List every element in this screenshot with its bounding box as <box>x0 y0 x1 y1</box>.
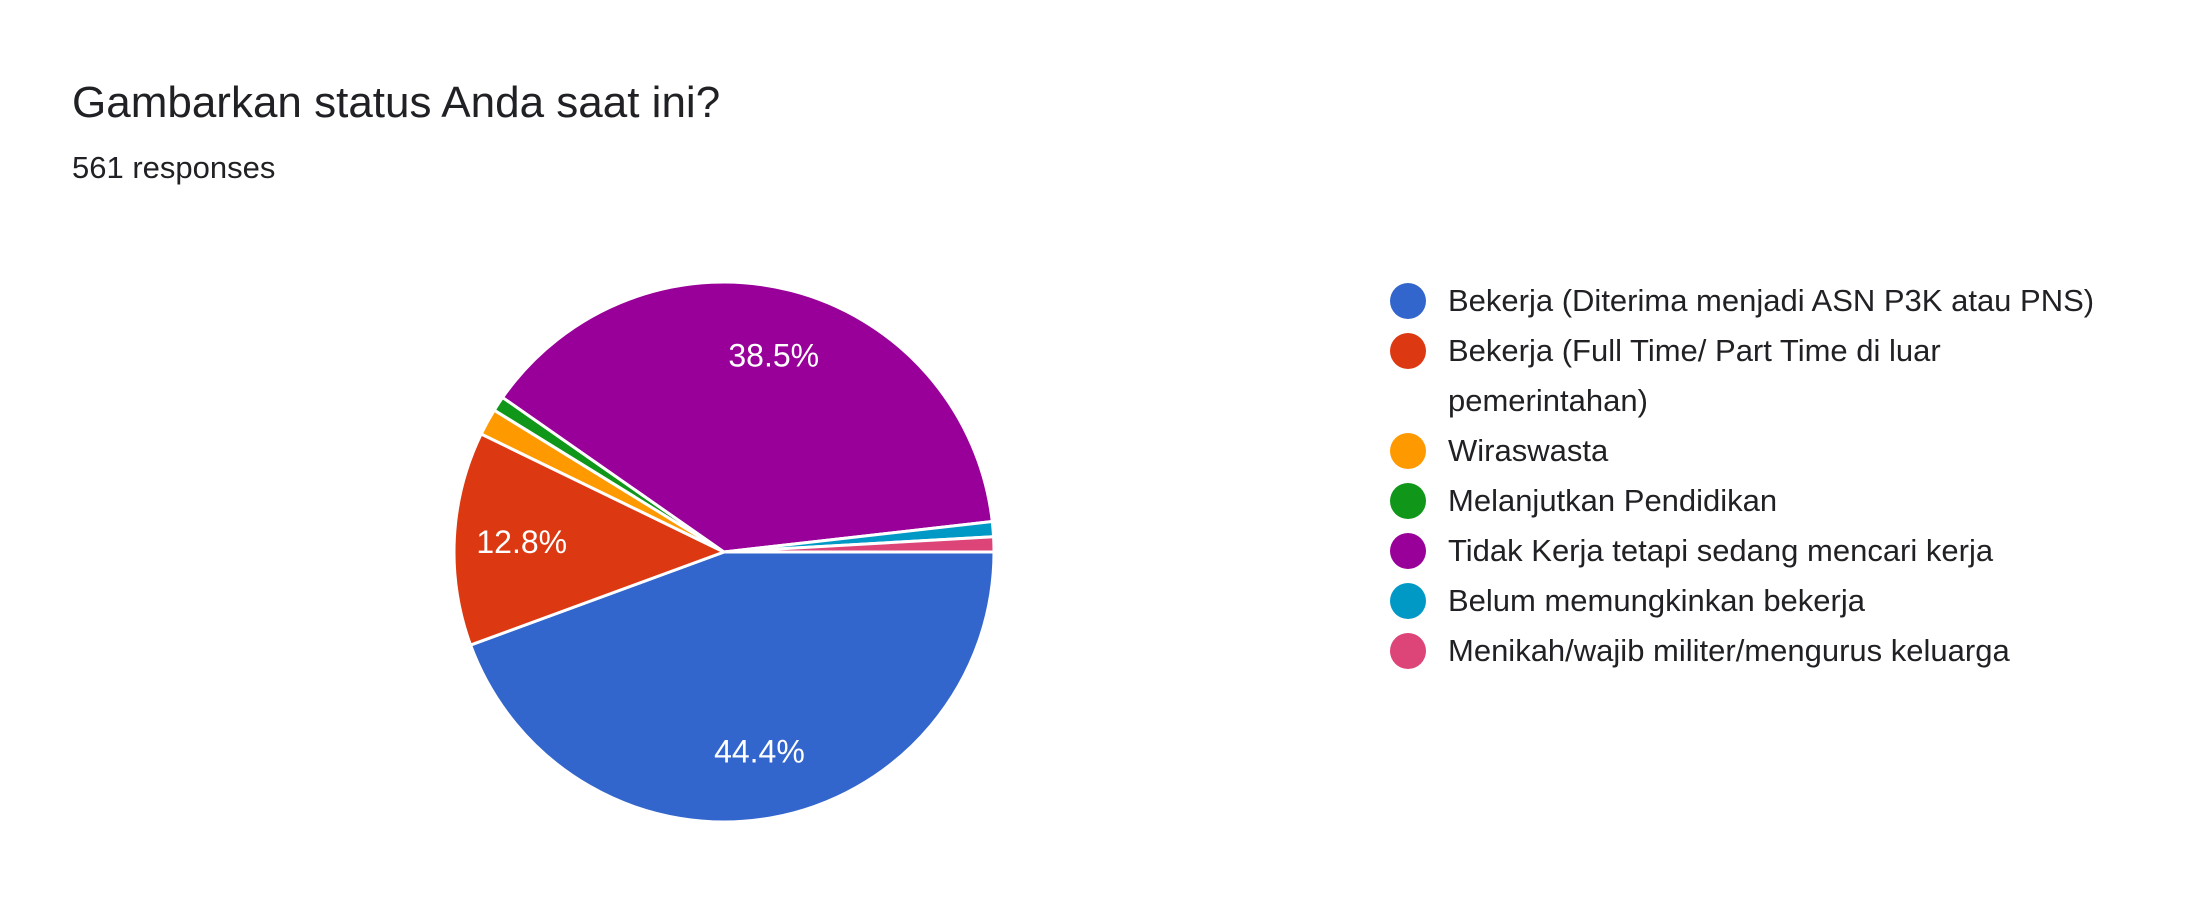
legend-swatch-icon <box>1390 633 1426 669</box>
pie-slice-1[interactable] <box>452 431 728 647</box>
legend-item[interactable]: Melanjutkan Pendidikan <box>1390 476 2110 526</box>
slice-data-label: 38.5% <box>728 338 819 374</box>
legend-swatch-icon <box>1390 533 1426 569</box>
slice-data-label: 44.4% <box>714 733 805 769</box>
legend-swatch-icon <box>1390 483 1426 519</box>
legend-item[interactable]: Belum memungkinkan bekerja <box>1390 576 2110 626</box>
legend-label: Bekerja (Diterima menjadi ASN P3K atau P… <box>1448 283 2095 318</box>
legend-swatch-icon <box>1390 333 1426 369</box>
legend-label: Bekerja (Full Time/ Part Time di luar pe… <box>1448 333 1941 418</box>
legend: Bekerja (Diterima menjadi ASN P3K atau P… <box>1390 276 2110 676</box>
slice-data-label: 12.8% <box>476 524 567 560</box>
legend-swatch-icon <box>1390 433 1426 469</box>
legend-item[interactable]: Menikah/wajib militer/mengurus keluarga <box>1390 626 2110 676</box>
legend-item[interactable]: Tidak Kerja tetapi sedang mencari kerja <box>1390 526 2110 576</box>
pie-slice-6[interactable] <box>723 535 996 554</box>
pie-slice-4[interactable] <box>500 280 994 554</box>
legend-label: Belum memungkinkan bekerja <box>1448 583 1865 618</box>
legend-swatch-icon <box>1390 583 1426 619</box>
chart-title: Gambarkan status Anda saat ini? <box>72 78 721 127</box>
legend-label: Wiraswasta <box>1448 433 1609 468</box>
legend-swatch-icon <box>1390 283 1426 319</box>
legend-label: Tidak Kerja tetapi sedang mencari kerja <box>1448 533 1994 568</box>
legend-item[interactable]: Wiraswasta <box>1390 426 2110 476</box>
legend-label: Melanjutkan Pendidikan <box>1448 483 1778 518</box>
pie-slice-0[interactable] <box>468 550 996 824</box>
legend-item[interactable]: Bekerja (Full Time/ Part Time di luar pe… <box>1390 326 2110 426</box>
response-count: 561 responses <box>72 150 276 185</box>
legend-label: Menikah/wajib militer/mengurus keluarga <box>1448 633 2010 668</box>
legend-item[interactable]: Bekerja (Diterima menjadi ASN P3K atau P… <box>1390 276 2110 326</box>
